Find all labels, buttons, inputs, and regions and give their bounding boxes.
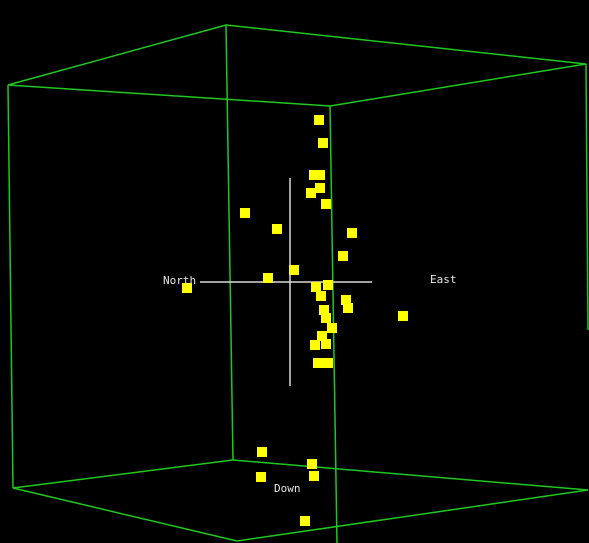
data-point-marker	[338, 251, 348, 261]
data-point-marker	[313, 358, 323, 368]
data-point-marker	[272, 224, 282, 234]
data-point-marker	[321, 199, 331, 209]
data-point-marker	[314, 115, 324, 125]
down-axis-label: Down	[274, 482, 301, 495]
point-markers	[182, 115, 408, 526]
box-edge	[329, 63, 587, 107]
data-point-marker	[315, 183, 325, 193]
data-point-marker	[309, 170, 319, 180]
data-point-marker	[263, 273, 273, 283]
box-edge	[12, 487, 238, 542]
box-edge	[225, 24, 234, 461]
data-point-marker	[315, 170, 325, 180]
data-point-marker	[347, 228, 357, 238]
data-point-marker	[257, 447, 267, 457]
data-point-marker	[321, 339, 331, 349]
box-edge	[232, 459, 589, 491]
data-point-marker	[318, 138, 328, 148]
data-point-marker	[343, 303, 353, 313]
east-axis-label: East	[430, 273, 457, 286]
data-point-marker	[289, 265, 299, 275]
data-point-marker	[240, 208, 250, 218]
box-edge	[7, 84, 14, 489]
box-edge	[12, 459, 234, 489]
box-edge	[585, 63, 589, 331]
data-point-marker	[311, 282, 321, 292]
data-point-marker	[300, 516, 310, 526]
data-point-marker	[309, 471, 319, 481]
data-point-marker	[306, 188, 316, 198]
data-point-marker	[341, 295, 351, 305]
data-point-marker	[182, 283, 192, 293]
box-edge	[236, 489, 589, 542]
data-point-marker	[398, 311, 408, 321]
box-edge	[225, 24, 587, 65]
data-point-marker	[327, 323, 337, 333]
data-point-marker	[256, 472, 266, 482]
data-point-marker	[323, 358, 333, 368]
data-point-marker	[319, 305, 329, 315]
north-axis-label: North	[163, 274, 196, 287]
data-point-marker	[316, 291, 326, 301]
data-point-marker	[310, 340, 320, 350]
box-edge	[7, 24, 227, 86]
data-point-marker	[321, 313, 331, 323]
data-point-marker	[317, 331, 327, 341]
axis-crosshair	[200, 178, 372, 386]
box-edge	[7, 84, 331, 107]
data-point-marker	[307, 459, 317, 469]
data-point-marker	[323, 280, 333, 290]
